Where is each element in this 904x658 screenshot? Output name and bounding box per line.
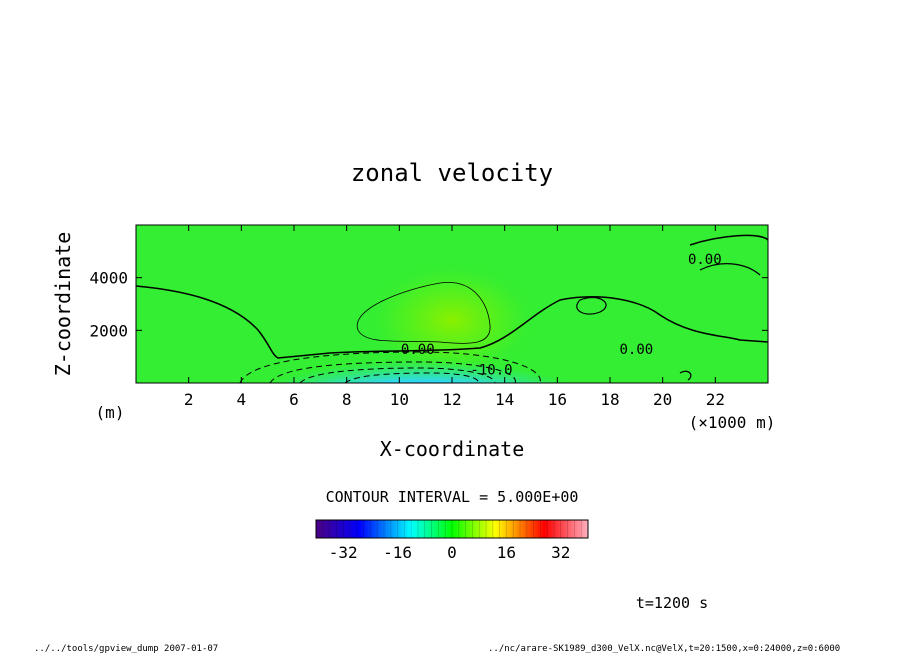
x-tick-label: 14 xyxy=(495,390,514,409)
x-tick-label: 10 xyxy=(390,390,409,409)
negative-contour-10 xyxy=(269,361,516,383)
contour-interval: CONTOUR INTERVAL = 5.000E+00 xyxy=(326,488,579,506)
negative-contour-20 xyxy=(344,372,479,383)
footer-left: ../../tools/gpview_dump 2007-01-07 xyxy=(34,644,219,654)
x-tick-label: 16 xyxy=(548,390,567,409)
x-unit-label: (×1000 m) xyxy=(689,413,776,432)
y-unit-label: (m) xyxy=(96,403,125,422)
colorbar-tick-label: -16 xyxy=(383,543,412,562)
x-tick-label: 4 xyxy=(237,390,247,409)
y-axis-ticks: 2000 4000 xyxy=(89,269,768,340)
x-tick-label: 6 xyxy=(289,390,299,409)
negative-contour-5 xyxy=(239,351,541,383)
footer-right: ../nc/arare-SK1989_d300_VelX.nc@VelX,t=2… xyxy=(488,644,841,654)
plot-field xyxy=(136,225,768,383)
colorbar-frame xyxy=(315,519,589,539)
chart-title: zonal velocity xyxy=(351,159,553,187)
positive-contour xyxy=(356,282,491,344)
zero-contour-island xyxy=(576,296,607,315)
x-axis-label: X-coordinate xyxy=(380,437,525,461)
colorbar xyxy=(316,520,588,538)
x-axis-ticks: 2 4 6 8 10 12 14 16 18 20 22 xyxy=(184,225,725,409)
zero-contour xyxy=(136,285,768,359)
contour-label: 0.00 xyxy=(401,342,435,358)
x-tick-label: 22 xyxy=(706,390,725,409)
zero-contour-island-2 xyxy=(679,370,692,381)
x-tick-label: 12 xyxy=(442,390,461,409)
x-tick-label: 20 xyxy=(653,390,672,409)
y-tick-label: 4000 xyxy=(89,269,128,288)
contour-label: 0.00 xyxy=(619,342,653,358)
contour-labels: 0.00 -10.0 0.00 0.00 xyxy=(401,252,722,378)
colorbar-tick-label: 16 xyxy=(497,543,516,562)
y-axis-label: Z-coordinate xyxy=(51,232,75,377)
colorbar-stripes xyxy=(315,520,589,538)
x-tick-label: 18 xyxy=(600,390,619,409)
colorbar-tick-label: 32 xyxy=(551,543,570,562)
x-tick-label: 2 xyxy=(184,390,194,409)
x-tick-label: 8 xyxy=(342,390,352,409)
zero-contour-upper-2 xyxy=(699,263,761,276)
contour-label: -10.0 xyxy=(470,362,512,378)
negative-contour-15 xyxy=(299,367,496,383)
contour-label: 0.00 xyxy=(688,252,722,268)
zero-contour-upper xyxy=(689,234,768,246)
y-tick-label: 2000 xyxy=(89,321,128,340)
colorbar-tick-label: 0 xyxy=(447,543,457,562)
colorbar-tick-label: -32 xyxy=(329,543,358,562)
colorbar-ticks: -32 -16 0 16 32 xyxy=(329,543,571,562)
time-label: t=1200 s xyxy=(636,594,708,612)
